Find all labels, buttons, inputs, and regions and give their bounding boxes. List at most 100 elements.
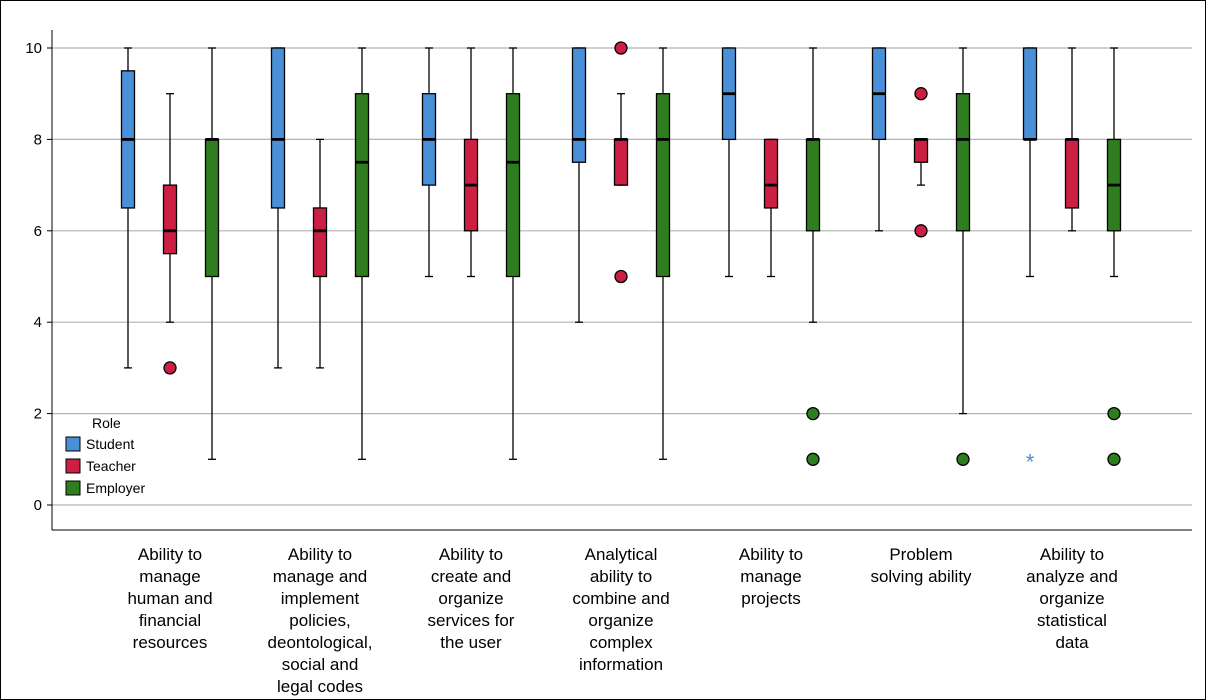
category-label-line: Ability to: [138, 545, 202, 564]
box-employer-5: [955, 47, 971, 466]
category-label-line: manage: [740, 567, 801, 586]
box-student-1: [270, 47, 286, 369]
category-label-5: Problem solving ability: [870, 545, 972, 586]
category-label-line: Problem: [889, 545, 952, 564]
y-tick-label-10: 10: [25, 40, 42, 57]
box-student-5: [871, 47, 887, 232]
category-label-line: ability to: [590, 567, 652, 586]
category-label-line: deontological,: [268, 633, 373, 652]
box-teacher-1: [312, 138, 328, 369]
outlier-point-0: [614, 41, 628, 55]
box-iqr: [162, 184, 178, 255]
legend-swatch-employer: [65, 480, 81, 496]
category-label-line: resources: [133, 633, 208, 652]
category-label-line: projects: [741, 589, 801, 608]
box-student-6: *: [1022, 47, 1038, 474]
outlier-point-0: [1107, 406, 1121, 421]
box-iqr: [913, 138, 929, 163]
category-label-line: Ability to: [1040, 545, 1104, 564]
category-label-line: information: [579, 655, 663, 674]
category-label-line: data: [1055, 633, 1089, 652]
category-label-line: statistical: [1037, 611, 1107, 630]
box-student-3: [571, 47, 587, 323]
box-employer-3: [655, 47, 671, 460]
box-iqr: [505, 93, 521, 278]
y-tick-label-0: 0: [34, 497, 42, 514]
boxes: *: [120, 41, 1122, 474]
y-tick-label-8: 8: [34, 131, 42, 148]
category-label-line: Ability to: [739, 545, 803, 564]
outlier-point-0: [163, 361, 177, 375]
category-label-line: Ability to: [439, 545, 503, 564]
category-label-line: complex: [589, 633, 653, 652]
box-iqr: [763, 138, 779, 209]
outlier-point-0: [806, 406, 820, 421]
y-tick-label-6: 6: [34, 223, 42, 240]
legend-swatch-student: [65, 436, 81, 452]
box-student-2: [421, 47, 437, 278]
box-teacher-2: [463, 47, 479, 278]
category-label-line: the user: [440, 633, 502, 652]
box-iqr: [1022, 47, 1038, 141]
box-employer-6: [1106, 47, 1122, 466]
category-label-4: Ability to manage projects: [739, 545, 803, 608]
category-label-line: solving ability: [870, 567, 972, 586]
outlier-point-1: [614, 269, 628, 284]
box-employer-0: [204, 47, 220, 460]
category-label-line: organize: [438, 589, 503, 608]
box-student-4: [721, 47, 737, 278]
box-iqr: [204, 138, 220, 278]
box-teacher-4: [763, 138, 779, 278]
box-iqr: [1064, 138, 1080, 209]
legend-label-student: Student: [86, 436, 134, 452]
category-label-line: human and: [127, 589, 212, 608]
category-label-line: combine and: [572, 589, 669, 608]
box-iqr: [655, 93, 671, 278]
category-label-line: implement: [281, 589, 360, 608]
box-iqr: [955, 93, 971, 232]
legend-swatch-teacher: [65, 458, 81, 474]
legend-title: Role: [92, 415, 121, 431]
category-label-line: manage and: [273, 567, 368, 586]
category-label-line: financial: [139, 611, 201, 630]
extreme-point-0: *: [1026, 449, 1035, 474]
box-teacher-0: [162, 93, 178, 375]
box-iqr: [805, 138, 821, 232]
category-label-line: organize: [1039, 589, 1104, 608]
category-label-line: social and: [282, 655, 359, 674]
box-iqr: [270, 47, 286, 209]
outlier-point-1: [1107, 452, 1121, 466]
category-label-line: Ability to: [288, 545, 352, 564]
box-iqr: [571, 47, 587, 163]
outlier-point-1: [914, 224, 928, 238]
category-label-line: organize: [588, 611, 653, 630]
category-label-1: Ability to manage and implement policies, de…: [268, 545, 373, 696]
y-axis: 0 2 4 6 8 10: [25, 30, 1192, 531]
category-label-6: Ability to analyze and organize statistical…: [1026, 545, 1118, 652]
legend-label-employer: Employer: [86, 480, 145, 496]
legend-label-teacher: Teacher: [86, 458, 136, 474]
box-employer-2: [505, 47, 521, 460]
box-teacher-5: [913, 87, 929, 238]
box-iqr: [354, 93, 370, 278]
category-label-line: analyze and: [1026, 567, 1118, 586]
box-student-0: [120, 47, 136, 369]
outlier-point-0: [956, 452, 970, 466]
category-label-2: Ability to create and organize services for…: [428, 545, 515, 652]
box-employer-4: [805, 47, 821, 466]
category-label-line: Analytical: [585, 545, 658, 564]
box-teacher-3: [613, 41, 629, 284]
category-label-line: manage: [139, 567, 200, 586]
box-teacher-6: [1064, 47, 1080, 232]
x-axis-category-labels: Ability to manage human and financial resour…: [127, 545, 1117, 696]
outlier-point-1: [806, 452, 820, 466]
category-label-line: policies,: [289, 611, 350, 630]
category-label-line: create and: [431, 567, 511, 586]
category-label-3: Analytical ability to combine and organize c…: [572, 545, 669, 674]
category-label-line: legal codes: [277, 677, 363, 696]
box-iqr: [613, 138, 629, 186]
box-iqr: [312, 207, 328, 278]
category-label-line: services for: [428, 611, 515, 630]
